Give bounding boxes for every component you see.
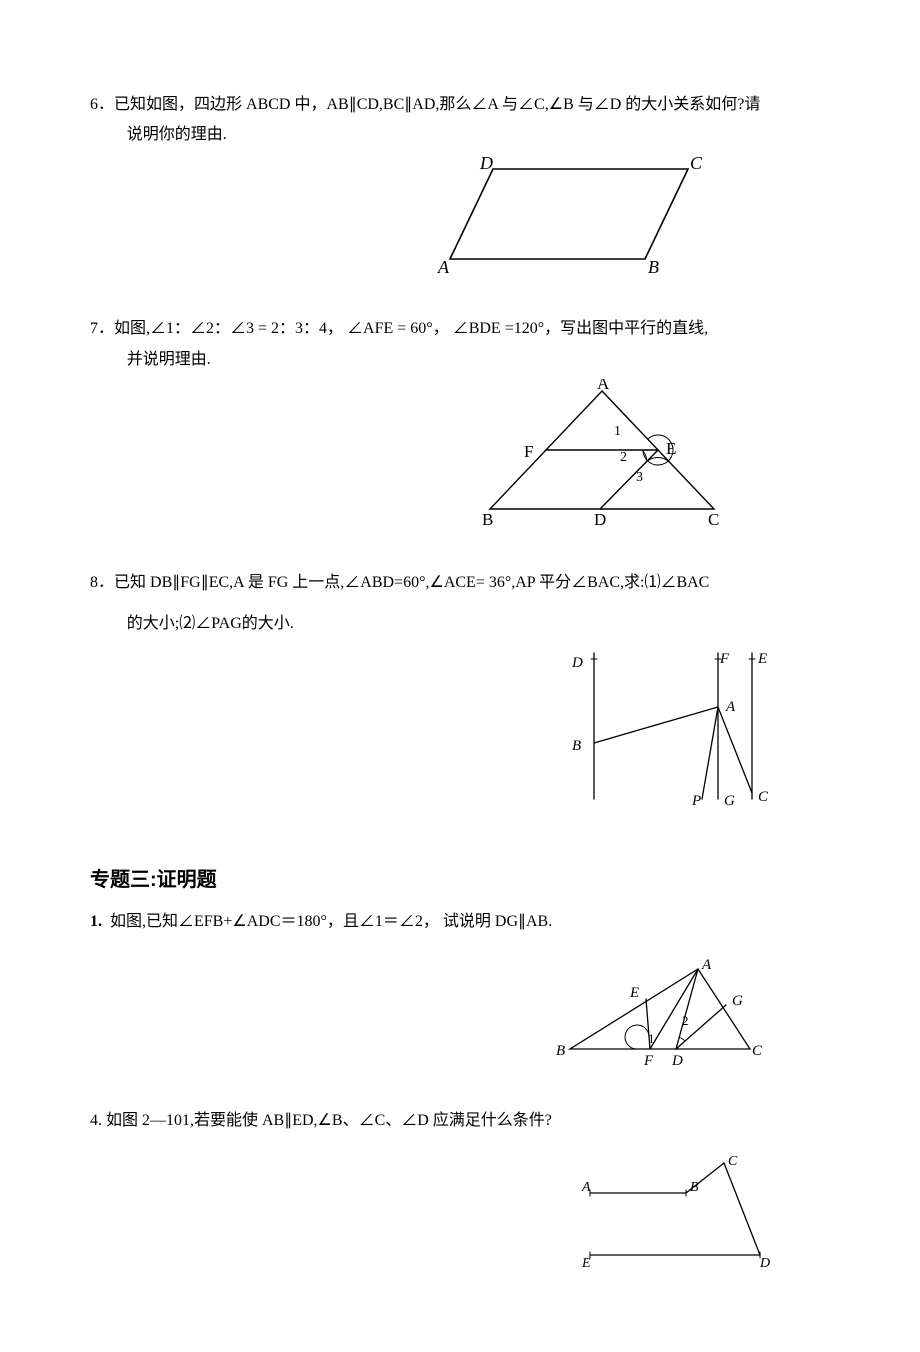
svg-text:A: A xyxy=(597,379,610,393)
svg-text:A: A xyxy=(701,957,712,973)
svg-text:D: D xyxy=(479,155,493,173)
svg-text:C: C xyxy=(690,155,703,173)
svg-text:F: F xyxy=(643,1053,654,1067)
svg-text:F: F xyxy=(719,651,730,667)
problem-8-figure-wrap: D B F G E C A P xyxy=(90,643,830,824)
svg-text:C: C xyxy=(758,789,769,805)
problem-3-1: 1. 如图,已知∠EFB+∠ADC＝180°，且∠1＝∠2， 试说明 DG∥AB… xyxy=(90,907,830,1079)
svg-text:2: 2 xyxy=(620,450,627,465)
svg-text:G: G xyxy=(724,793,735,809)
problem-3-4-figure: A B C E D xyxy=(570,1153,780,1273)
svg-text:D: D xyxy=(759,1256,770,1271)
svg-text:E: E xyxy=(666,439,676,458)
svg-text:A: A xyxy=(581,1180,591,1195)
problem-8-text-line1: 8．已知 DB∥FG∥EC,A 是 FG 上一点,∠ABD=60°,∠ACE= … xyxy=(90,568,830,598)
problem-3-1-text: 1. 如图,已知∠EFB+∠ADC＝180°，且∠1＝∠2， 试说明 DG∥AB… xyxy=(90,907,830,937)
problem-3-4-num: 4. xyxy=(90,1112,102,1129)
svg-text:B: B xyxy=(572,738,581,754)
problem-3-4-text-a: 如图 2—101,若要能使 AB∥ED,∠B、∠C、∠D 应满足什么条件? xyxy=(106,1112,552,1129)
problem-6-figure-wrap: A B C D xyxy=(90,155,830,286)
problem-6-figure: A B C D xyxy=(410,155,710,275)
problem-6-text-line2: 说明你的理由. xyxy=(90,120,830,150)
problem-7-text-a: 如图,∠1：∠2：∠3 = 2：3：4， ∠AFE = 60°， ∠BDE =1… xyxy=(114,320,708,337)
problem-8-num: 8． xyxy=(90,574,114,591)
svg-text:P: P xyxy=(691,793,701,809)
problem-6-text-a: 已知如图，四边形 ABCD 中，AB∥CD,BC∥AD,那么∠A 与∠C,∠B … xyxy=(114,96,760,113)
svg-text:C: C xyxy=(728,1154,738,1169)
problem-3-4-text: 4. 如图 2—101,若要能使 AB∥ED,∠B、∠C、∠D 应满足什么条件? xyxy=(90,1106,830,1136)
problem-7: 7．如图,∠1：∠2：∠3 = 2：3：4， ∠AFE = 60°， ∠BDE … xyxy=(90,314,830,540)
problem-6: 6．已知如图，四边形 ABCD 中，AB∥CD,BC∥AD,那么∠A 与∠C,∠… xyxy=(90,90,830,286)
svg-text:1: 1 xyxy=(614,424,621,439)
problem-8: 8．已知 DB∥FG∥EC,A 是 FG 上一点,∠ABD=60°,∠ACE= … xyxy=(90,568,830,824)
svg-text:3: 3 xyxy=(636,470,643,485)
svg-text:G: G xyxy=(732,993,743,1009)
svg-text:D: D xyxy=(671,1053,683,1067)
problem-7-text-line2: 并说明理由. xyxy=(90,345,830,375)
problem-8-text-line2: 的大小;⑵∠PAG的大小. xyxy=(90,609,830,639)
problem-3-1-num: 1. xyxy=(90,913,102,930)
problem-7-figure: A B C D E F 1 23 xyxy=(460,379,760,529)
problem-7-num: 7． xyxy=(90,320,114,337)
problem-8-text-a: 已知 DB∥FG∥EC,A 是 FG 上一点,∠ABD=60°,∠ACE= 36… xyxy=(114,574,709,591)
problem-3-1-text-a: 如图,已知∠EFB+∠ADC＝180°，且∠1＝∠2， 试说明 DG∥AB. xyxy=(110,913,552,930)
section-3-title: 专题三:证明题 xyxy=(90,861,830,899)
problem-7-figure-wrap: A B C D E F 1 23 xyxy=(90,379,830,540)
problem-3-4-figure-wrap: A B C E D xyxy=(90,1153,830,1284)
svg-text:A: A xyxy=(725,699,736,715)
svg-text:B: B xyxy=(556,1043,565,1059)
svg-text:C: C xyxy=(708,510,719,529)
problem-6-text-line1: 6．已知如图，四边形 ABCD 中，AB∥CD,BC∥AD,那么∠A 与∠C,∠… xyxy=(90,90,830,120)
problem-8-figure: D B F G E C A P xyxy=(560,643,790,813)
svg-text:C: C xyxy=(752,1043,763,1059)
svg-text:D: D xyxy=(571,655,583,671)
svg-text:B: B xyxy=(482,510,493,529)
problem-7-text-line1: 7．如图,∠1：∠2：∠3 = 2：3：4， ∠AFE = 60°， ∠BDE … xyxy=(90,314,830,344)
problem-6-num: 6． xyxy=(90,96,114,113)
svg-text:E: E xyxy=(757,651,767,667)
problem-3-1-figure-wrap: A B C D F E G 1 2 xyxy=(90,957,830,1078)
svg-text:B: B xyxy=(648,257,659,275)
svg-text:2: 2 xyxy=(682,1013,689,1028)
problem-3-4: 4. 如图 2—101,若要能使 AB∥ED,∠B、∠C、∠D 应满足什么条件?… xyxy=(90,1106,830,1284)
svg-text:D: D xyxy=(594,510,606,529)
svg-text:F: F xyxy=(524,442,533,461)
svg-text:A: A xyxy=(437,257,450,275)
svg-text:B: B xyxy=(690,1180,699,1195)
svg-text:1: 1 xyxy=(648,1031,655,1046)
svg-text:E: E xyxy=(581,1256,591,1271)
problem-3-1-figure: A B C D F E G 1 2 xyxy=(550,957,770,1067)
svg-text:E: E xyxy=(629,985,639,1001)
